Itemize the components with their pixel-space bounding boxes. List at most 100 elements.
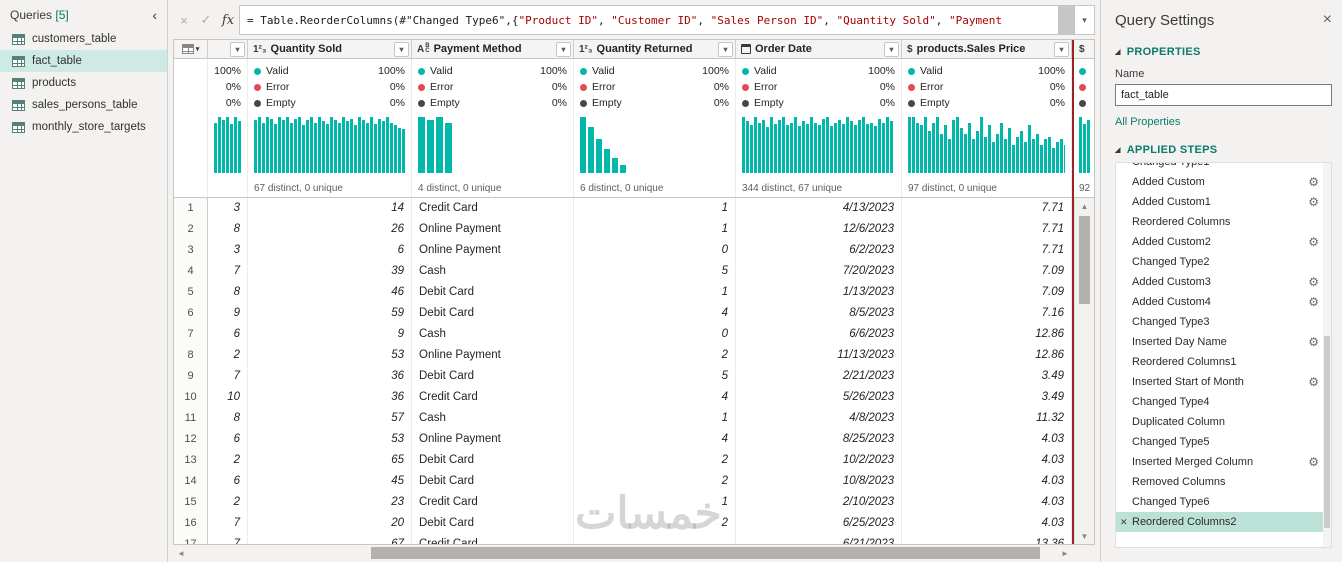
cell[interactable]: Debit Card (412, 366, 574, 387)
cell[interactable]: 4/8/2023 (736, 408, 902, 429)
applied-step-Duplicated Column[interactable]: Duplicated Column (1116, 412, 1331, 432)
histogram-bar[interactable] (960, 128, 963, 173)
applied-step-Reordered Columns2[interactable]: ✕ Reordered Columns2 (1116, 512, 1331, 532)
histogram-bar[interactable] (330, 117, 333, 173)
histogram-bar[interactable] (258, 117, 261, 173)
row-number[interactable]: 9 (174, 366, 208, 387)
query-item-customers_table[interactable]: customers_table (0, 28, 167, 50)
cell[interactable]: 7.09 (902, 282, 1072, 303)
properties-section-header[interactable]: ◢ PROPERTIES (1115, 46, 1332, 58)
histogram-bar[interactable] (996, 134, 999, 173)
cell[interactable]: 6/6/2023 (736, 324, 902, 345)
histogram-bar[interactable] (798, 126, 801, 173)
table-menu-button[interactable]: ▾ (174, 40, 208, 58)
cell[interactable]: 6 (208, 471, 248, 492)
histogram-bar[interactable] (445, 123, 452, 173)
column-histogram[interactable] (418, 115, 567, 173)
histogram-bar[interactable] (928, 131, 931, 173)
cell[interactable]: 1 (574, 408, 736, 429)
column-histogram[interactable] (580, 115, 729, 173)
histogram-bar[interactable] (394, 125, 397, 173)
cell[interactable]: 11/13/2023 (736, 345, 902, 366)
applied-step-Added Custom4[interactable]: Added Custom4 ⚙ (1116, 292, 1331, 312)
vertical-scrollbar[interactable]: ▲ ▼ (1074, 198, 1094, 544)
cell[interactable]: Debit Card (412, 450, 574, 471)
formula-expand-button[interactable]: ▾ (1075, 5, 1095, 35)
cell[interactable]: 2/21/2023 (736, 366, 902, 387)
cell[interactable]: 8/25/2023 (736, 429, 902, 450)
gear-icon[interactable]: ⚙ (1308, 195, 1319, 209)
cell[interactable]: 2 (208, 450, 248, 471)
filter-icon[interactable]: ▾ (394, 41, 409, 57)
histogram-bar[interactable] (580, 117, 586, 173)
row-number[interactable]: 8 (174, 345, 208, 366)
histogram-bar[interactable] (1040, 145, 1043, 173)
cell[interactable]: 5 (574, 366, 736, 387)
histogram-bar[interactable] (948, 139, 951, 173)
cell[interactable]: 1 (574, 492, 736, 513)
cell[interactable]: 4.03 (902, 450, 1072, 471)
histogram-bar[interactable] (766, 127, 769, 173)
histogram-bar[interactable] (436, 117, 443, 173)
cell[interactable]: Online Payment (412, 219, 574, 240)
column-header-partial[interactable]: ▾ (208, 40, 248, 58)
histogram-bar[interactable] (992, 142, 995, 173)
cell[interactable]: 12.86 (902, 345, 1072, 366)
cell[interactable]: Cash (412, 261, 574, 282)
row-number[interactable]: 16 (174, 513, 208, 534)
histogram-bar[interactable] (596, 139, 602, 173)
histogram-bar[interactable] (286, 117, 289, 173)
scroll-up-icon[interactable]: ▲ (1080, 201, 1089, 211)
cell[interactable]: 4 (574, 429, 736, 450)
histogram-bar[interactable] (370, 117, 373, 173)
histogram-bar[interactable] (1016, 137, 1019, 173)
histogram-bar[interactable] (620, 165, 626, 173)
histogram-bar[interactable] (378, 119, 381, 173)
row-number[interactable]: 10 (174, 387, 208, 408)
histogram-bar[interactable] (1064, 145, 1065, 173)
cell[interactable]: 2 (574, 471, 736, 492)
histogram-bar[interactable] (398, 128, 401, 173)
histogram-bar[interactable] (1056, 142, 1059, 173)
histogram-bar[interactable] (866, 124, 869, 173)
histogram-bar[interactable] (270, 119, 273, 173)
histogram-bar[interactable] (924, 117, 927, 173)
histogram-bar[interactable] (318, 117, 321, 173)
histogram-bar[interactable] (932, 123, 935, 173)
histogram-bar[interactable] (830, 126, 833, 173)
histogram-bar[interactable] (390, 123, 393, 173)
formula-input[interactable]: = Table.ReorderColumns(#"Changed Type6",… (239, 5, 1075, 35)
cell[interactable]: 59 (248, 303, 412, 324)
histogram-bar[interactable] (920, 125, 923, 173)
all-properties-link[interactable]: All Properties (1115, 116, 1181, 128)
column-header-Quantity Returned[interactable]: 1²₃ Quantity Returned ▾ (574, 40, 736, 58)
histogram-bar[interactable] (266, 117, 269, 173)
histogram-bar[interactable] (314, 123, 317, 173)
histogram-bar[interactable] (742, 117, 745, 173)
cell[interactable]: 2 (574, 345, 736, 366)
cell[interactable]: Cash (412, 408, 574, 429)
cell[interactable]: 0 (574, 240, 736, 261)
histogram-bar[interactable] (846, 117, 849, 173)
column-histogram[interactable] (742, 115, 895, 173)
applied-step-Inserted Start of Month[interactable]: Inserted Start of Month ⚙ (1116, 372, 1331, 392)
histogram-bar[interactable] (758, 123, 761, 173)
cell[interactable]: Credit Card (412, 534, 574, 544)
histogram-bar[interactable] (850, 121, 853, 173)
histogram-bar[interactable] (834, 123, 837, 173)
histogram-bar[interactable] (818, 125, 821, 173)
cell[interactable]: 1 (574, 219, 736, 240)
cell[interactable]: 3.49 (902, 366, 1072, 387)
histogram-bar[interactable] (612, 158, 618, 173)
column-header-products.Sales Price[interactable]: $ products.Sales Price ▾ (902, 40, 1072, 58)
column-histogram[interactable] (1079, 115, 1094, 173)
histogram-bar[interactable] (750, 125, 753, 173)
histogram-bar[interactable] (842, 124, 845, 173)
horizontal-scrollbar[interactable]: ◄ ► (173, 545, 1073, 561)
cell[interactable]: 4.03 (902, 471, 1072, 492)
histogram-bar[interactable] (806, 124, 809, 173)
filter-icon[interactable]: ▾ (718, 41, 733, 57)
cell[interactable]: 7.71 (902, 198, 1072, 219)
cell[interactable]: Cash (412, 324, 574, 345)
histogram-bar[interactable] (972, 139, 975, 173)
